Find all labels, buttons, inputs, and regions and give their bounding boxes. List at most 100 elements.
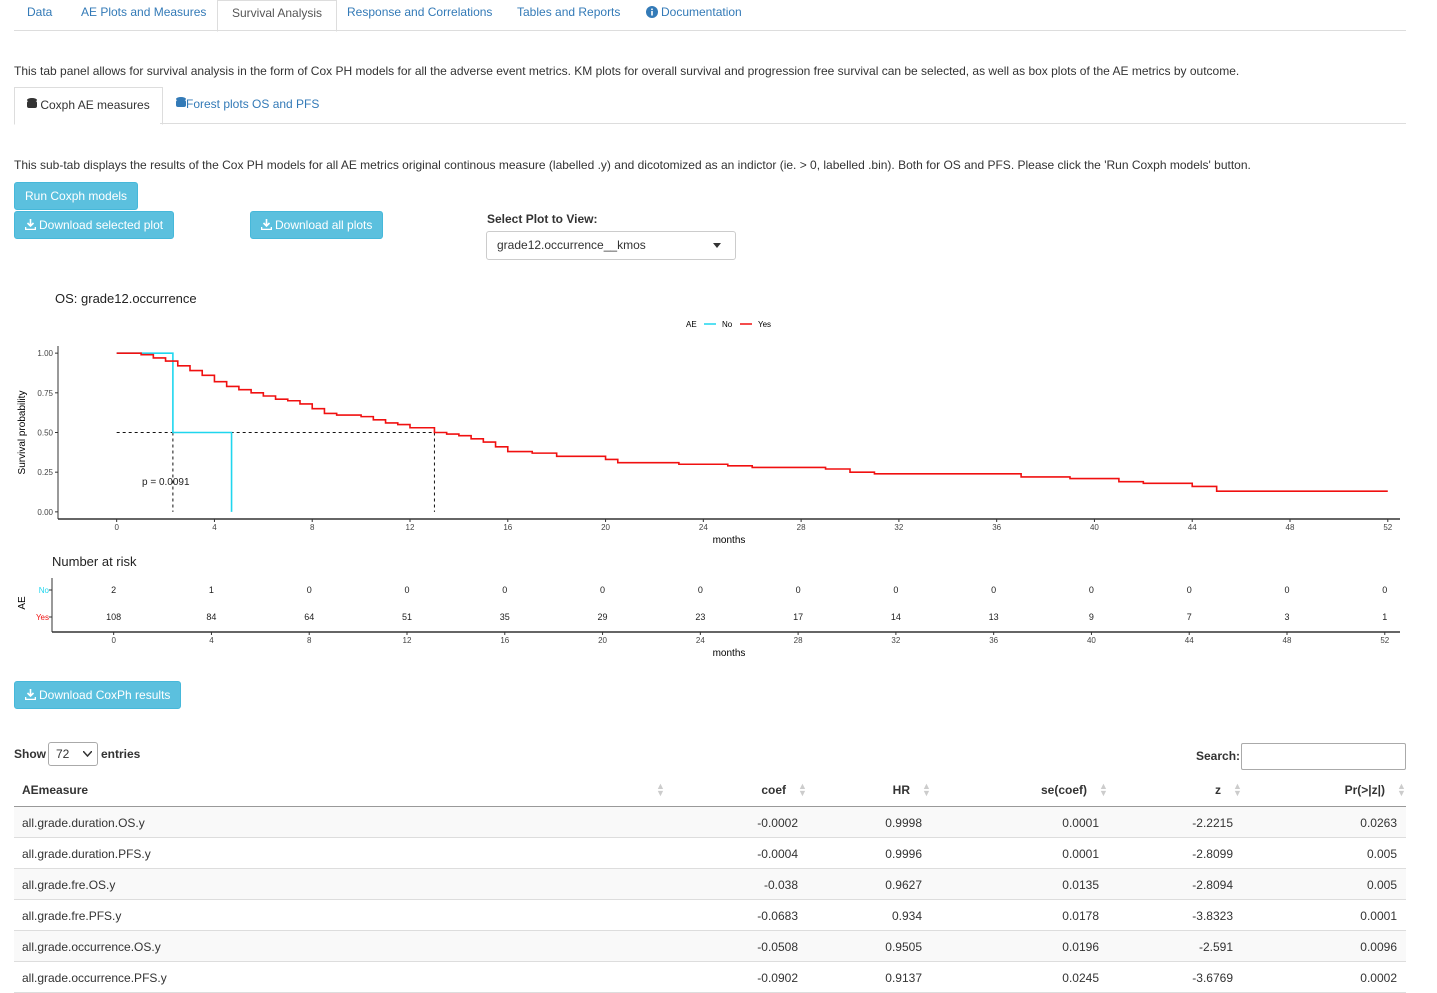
entries-select[interactable]: 72	[48, 742, 98, 766]
column-header[interactable]: se(coef)	[1040, 783, 1087, 797]
risk-x-tick-label: 8	[307, 636, 312, 645]
select-arrow	[83, 751, 92, 757]
entries-value: 72	[56, 747, 70, 761]
table-cell: -2.8094	[1192, 878, 1233, 892]
table-cell: 0.9627	[885, 878, 922, 892]
risk-count: 64	[304, 612, 314, 622]
table-cell: 0.0178	[1062, 909, 1099, 923]
nav-tab[interactable]: Tables and Reports	[517, 0, 620, 30]
info-icon	[646, 6, 658, 18]
download-button[interactable]: Download CoxPh results	[14, 681, 182, 709]
y-tick-label: 0.50	[37, 429, 53, 438]
column-header[interactable]: coef	[761, 783, 786, 797]
sub-tab[interactable]: Forest plots OS and PFS	[176, 87, 319, 123]
x-tick-label: 12	[406, 523, 415, 532]
table-cell: all.grade.fre.PFS.y	[22, 909, 122, 923]
sort-icon: ▲ ▼	[1397, 781, 1406, 798]
risk-row-label: Yes	[36, 613, 49, 622]
risk-count: 9	[1089, 612, 1094, 622]
sub-tab-label: Forest plots OS and PFS	[186, 97, 320, 111]
y-axis-label: Survival probability	[17, 391, 28, 475]
risk-count: 0	[600, 585, 605, 595]
download-button[interactable]: Download all plots	[250, 211, 384, 239]
x-tick-label: 40	[1090, 523, 1099, 532]
table-cell: all.grade.occurrence.PFS.y	[22, 971, 167, 985]
search-input[interactable]	[1241, 743, 1406, 770]
table-cell: 0.0001	[1360, 909, 1397, 923]
nav-tab[interactable]: Survival Analysis	[217, 0, 338, 32]
risk-count: 13	[989, 612, 999, 622]
nav-tab-label: AE Plots and Measures	[81, 5, 207, 19]
nav-tab[interactable]: Response and Correlations	[347, 0, 492, 30]
risk-x-tick-label: 4	[209, 636, 214, 645]
column-header[interactable]: AEmeasure	[22, 783, 89, 797]
nav-tab-label: Documentation	[661, 5, 742, 19]
table-cell: -0.0002	[757, 816, 798, 830]
risk-count: 35	[500, 612, 510, 622]
risk-y-label: AE	[17, 596, 28, 610]
column-header[interactable]: z	[1215, 783, 1221, 797]
risk-count: 1	[1382, 612, 1387, 622]
table-cell: 0.0096	[1360, 940, 1397, 954]
risk-count: 51	[402, 612, 412, 622]
sub-tab-label: Coxph AE measures	[40, 98, 150, 112]
nav-tab[interactable]: Documentation	[646, 0, 742, 30]
survival-curve	[116, 352, 1388, 493]
table-cell: 0.0001	[1062, 847, 1099, 861]
x-tick-label: 16	[503, 523, 512, 532]
button-label: Download all plots	[275, 218, 373, 232]
risk-count: 0	[1284, 585, 1289, 595]
table-row	[14, 900, 1406, 931]
nav-tab-label: Tables and Reports	[517, 5, 621, 19]
nav-tab-label: Data	[27, 5, 53, 19]
risk-count: 0	[796, 585, 801, 595]
column-header[interactable]: HR	[892, 783, 910, 797]
button-label: Download CoxPh results	[39, 688, 171, 702]
plot-select[interactable]: grade12.occurrence__kmos	[486, 231, 736, 260]
sort-icon: ▲ ▼	[798, 781, 807, 798]
nav-tab[interactable]: AE Plots and Measures	[81, 0, 206, 30]
x-tick-label: 32	[894, 523, 903, 532]
table-cell: -2.8099	[1192, 847, 1233, 861]
nav-tab[interactable]: Data	[27, 0, 52, 30]
table-cell: all.grade.duration.PFS.y	[22, 847, 151, 861]
nav-tab-label: Response and Correlations	[347, 5, 493, 19]
y-tick-label: 0.25	[37, 468, 53, 477]
nav-tab-label: Survival Analysis	[232, 6, 323, 20]
table-cell: -0.0508	[757, 940, 798, 954]
risk-x-tick-label: 52	[1380, 636, 1389, 645]
risk-x-tick-label: 12	[403, 636, 412, 645]
risk-count: 29	[598, 612, 608, 622]
tab-divider	[14, 30, 1406, 31]
x-tick-label: 24	[699, 523, 708, 532]
risk-count: 0	[991, 585, 996, 595]
x-tick-label: 52	[1383, 523, 1392, 532]
table-cell: -3.8323	[1192, 909, 1233, 923]
y-tick-label: 1.00	[37, 349, 53, 358]
x-tick-label: 48	[1286, 523, 1295, 532]
column-header[interactable]: Pr(>|z|)	[1344, 783, 1385, 797]
table-cell: 0.0135	[1062, 878, 1099, 892]
table-cell: -0.0902	[757, 971, 798, 985]
risk-x-tick-label: 20	[598, 636, 607, 645]
run-button[interactable]: Run Coxph models	[14, 182, 139, 210]
legend-label: Yes	[758, 320, 771, 329]
x-tick-label: 8	[310, 523, 315, 532]
risk-row-label: No	[39, 586, 50, 595]
sort-icon: ▲ ▼	[656, 781, 665, 798]
table-cell: 0.9137	[885, 971, 922, 985]
download-button[interactable]: Download selected plot	[14, 211, 175, 239]
table-row	[14, 962, 1406, 993]
p-value: p = 0.0091	[142, 477, 190, 488]
risk-x-tick-label: 0	[111, 636, 116, 645]
risk-count: 0	[893, 585, 898, 595]
search-label: Search:	[1196, 749, 1241, 763]
table-cell: 0.9998	[885, 816, 922, 830]
sub-intro-text: This sub-tab displays the results of the…	[14, 158, 1251, 172]
survival-curve	[116, 352, 233, 512]
table-cell: 0.0002	[1360, 971, 1397, 985]
x-axis-label: months	[713, 535, 746, 546]
risk-count: 0	[1187, 585, 1192, 595]
sub-tab[interactable]: Coxph AE measures	[14, 87, 163, 125]
